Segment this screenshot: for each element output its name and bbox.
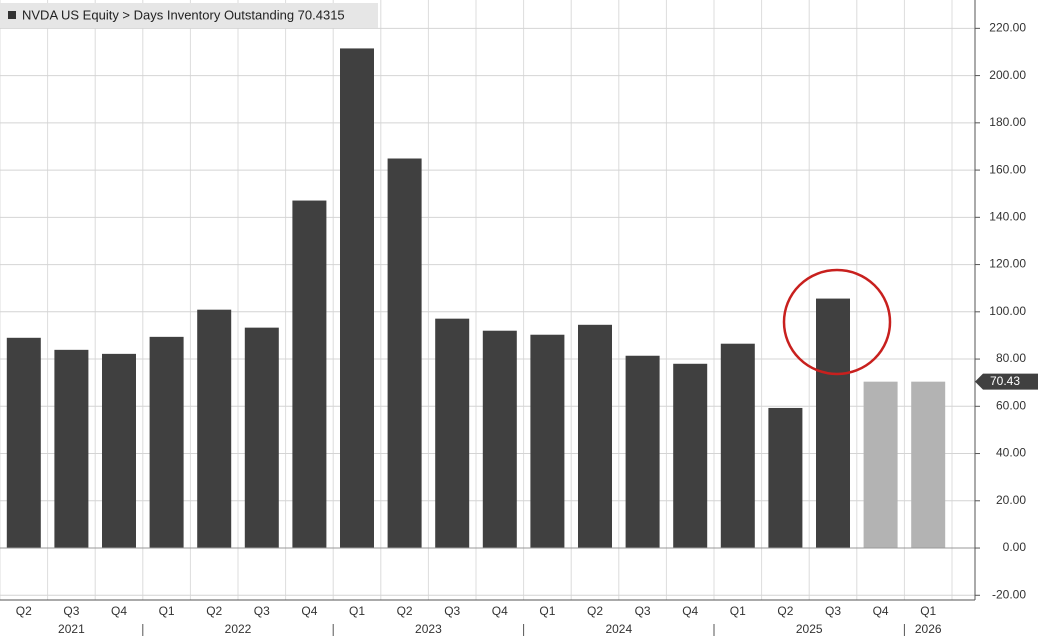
bar (6, 337, 41, 549)
last-value-marker (975, 373, 1038, 390)
bar (197, 309, 232, 549)
bar (435, 318, 470, 549)
bar (482, 330, 517, 549)
x-tick-label: Q1 (730, 604, 746, 618)
bar (102, 353, 136, 549)
x-tick-label: Q3 (254, 604, 270, 618)
bar (816, 298, 850, 549)
x-tick-label: Q1 (539, 604, 555, 618)
y-tick-label: 20.00 (996, 493, 1026, 507)
y-tick-label: 120.00 (989, 257, 1026, 271)
x-tick-label: Q2 (587, 604, 603, 618)
highlight-circle (782, 268, 892, 376)
bar (863, 381, 898, 549)
year-label: 2021 (58, 622, 85, 636)
bar (768, 407, 803, 549)
y-tick-label: 220.00 (989, 21, 1026, 35)
y-tick-label: 40.00 (996, 446, 1026, 460)
x-tick-label: Q4 (111, 604, 127, 618)
year-label: 2022 (225, 622, 252, 636)
bar (292, 200, 327, 549)
y-tick-label: 200.00 (989, 68, 1026, 82)
x-tick-label: Q2 (206, 604, 222, 618)
x-tick-label: Q3 (444, 604, 460, 618)
y-tick-label: -20.00 (992, 587, 1026, 601)
bar (911, 381, 946, 549)
y-tick-label: 140.00 (989, 209, 1026, 223)
year-label: 2025 (796, 622, 823, 636)
title-icon (8, 11, 16, 19)
x-tick-label: Q2 (777, 604, 793, 618)
year-label: 2026 (915, 622, 942, 636)
y-tick-label: 80.00 (996, 351, 1026, 365)
x-tick-label: Q1 (349, 604, 365, 618)
x-tick-label: Q4 (492, 604, 508, 618)
y-tick-label: 100.00 (989, 304, 1026, 318)
y-tick-label: 60.00 (996, 398, 1026, 412)
y-tick-label: 180.00 (989, 115, 1026, 129)
bars (6, 48, 946, 549)
year-label: 2023 (415, 622, 442, 636)
bar (720, 343, 755, 549)
y-tick-label: 160.00 (989, 162, 1026, 176)
bar (54, 349, 89, 549)
bar (530, 334, 565, 549)
last-value-label: 70.43 (990, 374, 1020, 388)
x-tick-label: Q4 (301, 604, 317, 618)
bar (244, 327, 279, 549)
x-tick-label: Q1 (920, 604, 936, 618)
bar (673, 363, 708, 549)
y-tick-label: 0.00 (1003, 540, 1027, 554)
bar (578, 324, 612, 549)
x-tick-label: Q1 (159, 604, 175, 618)
x-tick-label: Q2 (16, 604, 32, 618)
bar (625, 355, 660, 549)
year-label: 2024 (605, 622, 632, 636)
x-tick-label: Q2 (397, 604, 413, 618)
x-tick-label: Q4 (682, 604, 698, 618)
chart-title: NVDA US Equity > Days Inventory Outstand… (22, 7, 345, 22)
x-tick-label: Q3 (635, 604, 651, 618)
bar (149, 336, 184, 549)
x-tick-label: Q4 (873, 604, 889, 618)
x-tick-label: Q3 (825, 604, 841, 618)
bar (340, 48, 374, 549)
bar (387, 158, 422, 549)
title-box (0, 3, 378, 28)
x-tick-label: Q3 (63, 604, 79, 618)
